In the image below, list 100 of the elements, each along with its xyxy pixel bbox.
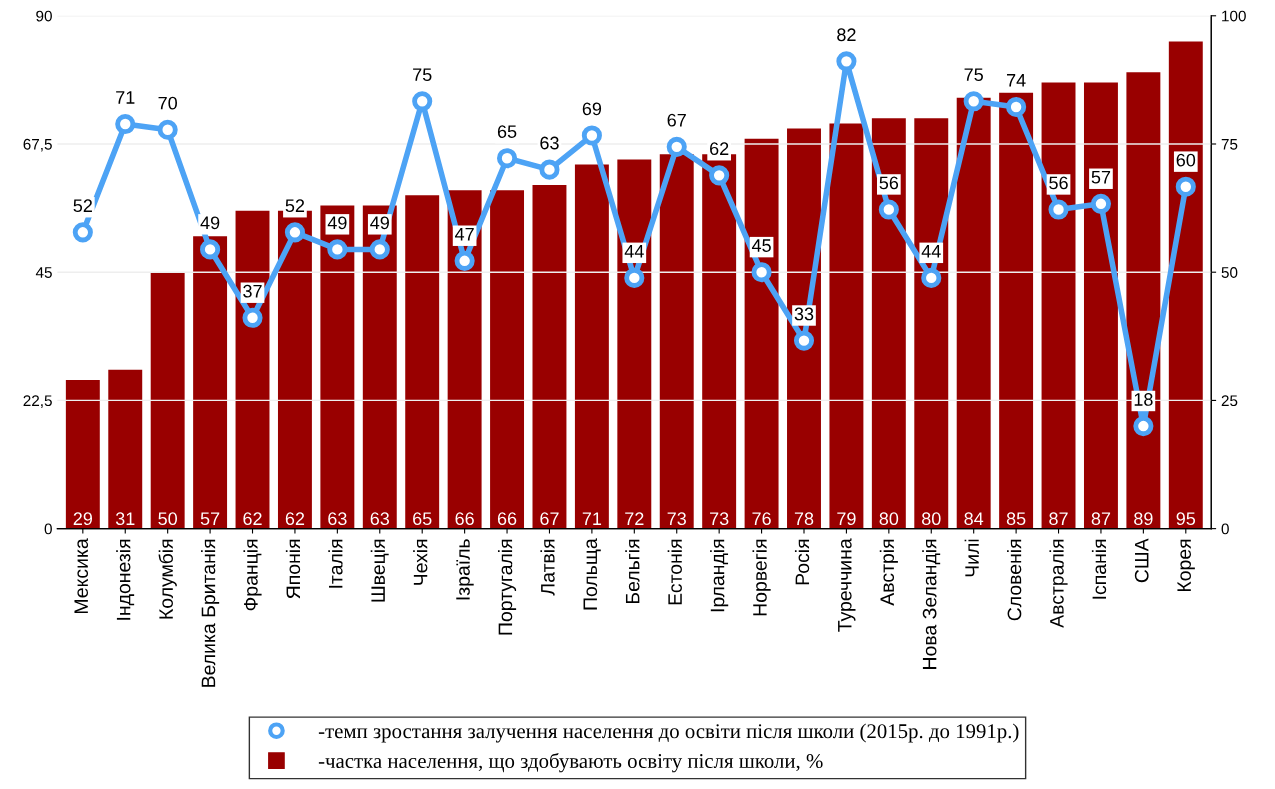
x-tick-label: Португалія	[497, 539, 517, 635]
bar	[320, 205, 355, 529]
data-label: 87	[1049, 512, 1068, 526]
point	[369, 239, 390, 260]
x-tick-label: США	[1134, 538, 1149, 583]
point	[115, 113, 136, 135]
point	[963, 91, 984, 112]
data-label: 80	[922, 512, 941, 526]
x-tick-label: Польща	[583, 538, 601, 610]
data-label: 44	[921, 245, 941, 258]
data-label: 74	[1006, 74, 1026, 87]
bar	[193, 236, 228, 529]
point	[751, 262, 772, 283]
point	[72, 222, 93, 243]
bar	[1168, 41, 1203, 529]
bar	[617, 159, 652, 529]
point	[412, 91, 433, 112]
data-label: 75	[413, 68, 432, 82]
x-tick-label: Австралія	[1049, 539, 1068, 628]
data-label: 29	[73, 512, 93, 526]
x-tick-label: Нова Зеландія	[922, 539, 941, 669]
data-label: 79	[837, 512, 856, 526]
x-tick-label: Латвія	[540, 539, 555, 596]
point	[496, 148, 518, 169]
bar	[914, 118, 949, 529]
x-tick-label: Франція	[243, 539, 262, 611]
x-tick-label: Чилі	[964, 539, 979, 577]
bar	[787, 128, 821, 529]
data-label: 73	[710, 512, 729, 526]
x-tick-label: Ірландія	[710, 539, 729, 612]
y-tick-label: 90	[36, 10, 52, 22]
data-label: 52	[285, 199, 305, 213]
data-label: 57	[1091, 170, 1111, 184]
data-label: 62	[285, 512, 305, 526]
x-tick-label: Швеція	[370, 539, 389, 602]
bar	[405, 195, 440, 529]
bar	[65, 379, 100, 529]
x-tick-label: Корея	[1177, 539, 1195, 592]
data-label: 49	[370, 216, 389, 230]
data-label: 87	[1091, 512, 1111, 526]
data-label: 70	[158, 96, 178, 110]
data-label: 60	[1176, 153, 1196, 167]
point	[157, 119, 178, 140]
data-label: 67	[667, 113, 686, 127]
legend-label: -темп зростання залучення населення до освіти після школи (2015р. до 1991р.)	[318, 723, 1019, 743]
bar	[574, 164, 609, 529]
data-label: 52	[73, 199, 92, 213]
data-label: 85	[1006, 512, 1026, 526]
data-label: 63	[370, 512, 390, 526]
x-tick-label: Індонезія	[116, 539, 135, 620]
x-tick-label: Бельгія	[625, 539, 640, 604]
point	[666, 136, 687, 157]
point	[284, 222, 306, 243]
data-label: 56	[879, 176, 899, 190]
point	[793, 330, 815, 351]
data-label: 18	[1134, 393, 1153, 406]
data-label: 66	[455, 512, 474, 526]
point	[709, 165, 730, 186]
point	[1090, 193, 1112, 214]
x-tick-label: Чехія	[413, 539, 428, 585]
point	[1048, 199, 1069, 220]
bar	[871, 118, 906, 529]
data-label: 37	[243, 284, 262, 298]
bar	[532, 185, 567, 529]
data-label: 78	[794, 512, 814, 526]
x-tick-label: Велика Британія	[201, 539, 220, 687]
data-label: 69	[582, 102, 602, 116]
data-label: 73	[667, 512, 686, 526]
data-label: 65	[497, 125, 517, 138]
data-label: 66	[497, 512, 517, 526]
data-label: 67	[540, 512, 559, 526]
data-label: 49	[327, 216, 347, 230]
data-label: 47	[455, 227, 474, 241]
point	[1133, 415, 1154, 437]
bar	[956, 97, 991, 529]
bar	[1083, 82, 1118, 529]
x-tick-label: Італія	[328, 539, 343, 588]
data-label: 45	[751, 239, 771, 252]
data-label: 33	[794, 307, 814, 321]
data-label: 63	[540, 136, 559, 150]
data-label: 57	[200, 512, 220, 526]
x-tick-label: Австрія	[879, 539, 898, 606]
y2-tick-label: 25	[1221, 395, 1238, 407]
data-label: 75	[964, 68, 983, 82]
y2-tick-label: 100	[1222, 10, 1246, 22]
bar	[829, 123, 864, 529]
x-tick-label: Колумбія	[158, 539, 177, 619]
x-tick-label: Мексика	[74, 538, 89, 614]
x-tick-label: Росія	[794, 539, 810, 585]
data-label: 31	[115, 512, 135, 526]
y2-tick-label: 50	[1221, 267, 1238, 278]
y-tick-label: 67,5	[23, 138, 52, 152]
x-tick-label: Норвегія	[752, 539, 771, 616]
x-tick-label: Естонія	[667, 539, 682, 605]
bar	[490, 190, 525, 529]
x-tick-label: Іспанія	[1091, 539, 1107, 599]
point	[581, 125, 602, 146]
point	[327, 239, 348, 260]
data-label: 62	[243, 512, 262, 526]
data-label: 72	[625, 512, 644, 525]
